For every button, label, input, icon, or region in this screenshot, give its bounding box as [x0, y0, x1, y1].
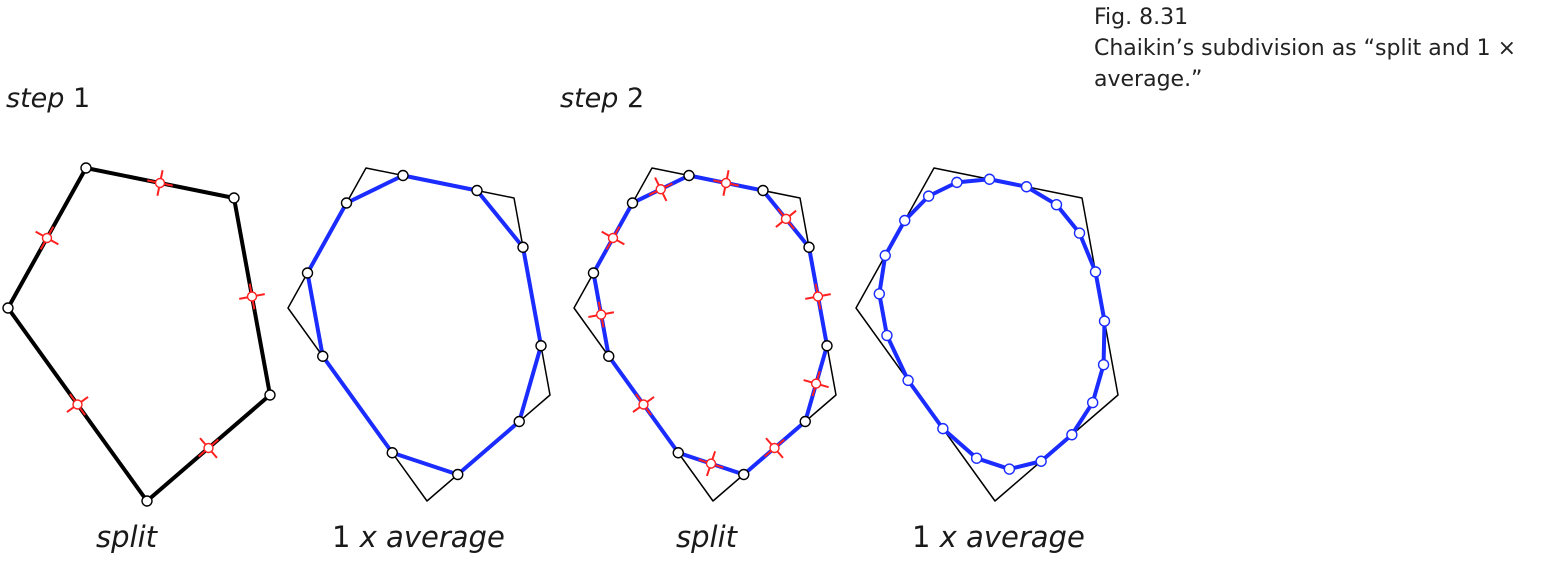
control-vertex [228, 192, 240, 204]
panel-label-split-1: split [96, 520, 158, 554]
split-polygon [591, 173, 829, 477]
midpoint-vertex [203, 442, 214, 454]
midpoint-vertex [154, 177, 166, 189]
refined-vertex-step2 [922, 190, 935, 202]
panel-step1-average [287, 167, 551, 502]
midpoint-vertex [595, 309, 607, 320]
refined-vertex-step2 [881, 329, 893, 342]
panel-step1-split [2, 162, 276, 507]
original-polygon [855, 167, 1119, 502]
control-polygon [6, 166, 272, 503]
refined-vertex [386, 447, 398, 459]
control-vertex [80, 162, 92, 174]
refined-vertex [517, 241, 529, 253]
figure-number: Fig. 8.31 [1094, 5, 1189, 30]
refined-vertex-step2 [899, 214, 911, 227]
refined-vertex-step2 [1073, 227, 1086, 239]
refined-vertex [301, 267, 314, 279]
refined-vertex-step2 [1003, 463, 1016, 475]
refined-vertex-step2 [1098, 315, 1111, 327]
refined-vertex [340, 197, 353, 209]
midpoint-vertex [812, 291, 824, 302]
original-polygon [287, 167, 551, 502]
refined-vertex-step2 [983, 173, 996, 185]
refined-polygon [305, 173, 543, 477]
step-word: step [6, 83, 65, 114]
split-vertex [672, 447, 684, 459]
refined-vertex-step2 [951, 176, 963, 189]
refined-vertex-step2 [879, 249, 891, 262]
control-vertex [141, 495, 153, 507]
split-vertex [626, 197, 639, 209]
refined-vertex-step2 [937, 422, 949, 435]
split-vertex [803, 241, 815, 253]
midpoint-vertex [607, 232, 619, 244]
split-vertex [757, 184, 769, 197]
refined-vertex-step2 [970, 452, 983, 464]
midpoint-vertex [810, 378, 822, 389]
midpoint-vertex [246, 291, 258, 302]
refined-vertex-step2 [1089, 266, 1102, 278]
step-number: 2 [627, 83, 645, 114]
refined-vertex [317, 350, 329, 362]
panel-label-split-2: split [676, 520, 738, 554]
figure-caption: Fig. 8.31 Chaikin’s subdivision as “spli… [1094, 2, 1534, 95]
panel-step2-average [855, 167, 1119, 502]
midpoint-vertex [705, 458, 717, 469]
refined-vertex-step2 [1086, 396, 1099, 409]
refined-vertex [397, 169, 409, 182]
refined-polygon-step2 [877, 177, 1107, 472]
split-vertex [738, 468, 750, 481]
refined-vertex-step2 [1020, 181, 1033, 193]
panel-step2-split [573, 167, 837, 502]
split-vertex [799, 415, 811, 428]
refined-vertex-step2 [1035, 455, 1047, 467]
midpoint-vertex [72, 399, 83, 410]
midpoint-vertex [780, 213, 792, 225]
refined-vertex-step2 [1066, 429, 1078, 441]
midpoint-vertex [41, 232, 53, 244]
refined-vertex [452, 468, 464, 481]
panel-label-average-1: 1 x average [332, 520, 505, 554]
refined-vertex-step2 [873, 288, 886, 300]
refined-vertex-step2 [902, 374, 914, 387]
refined-vertex-step2 [1050, 198, 1063, 211]
split-vertex [587, 267, 600, 279]
panel-label-average-2: 1 x average [912, 520, 1085, 554]
figure-caption-text: Chaikin’s subdivision as “split and 1 × … [1094, 36, 1524, 92]
midpoint-vertex [655, 184, 666, 195]
split-vertex [683, 169, 695, 182]
refined-vertex [513, 415, 525, 428]
midpoint-vertex [720, 177, 732, 189]
midpoint-vertex [638, 399, 649, 410]
refined-vertex [535, 340, 547, 352]
refined-vertex-step2 [1097, 358, 1110, 371]
step-word: step [560, 83, 619, 114]
split-vertex [603, 350, 615, 362]
refined-vertex [471, 184, 483, 197]
midpoint-vertex [769, 442, 780, 454]
step-1-heading: step 1 [6, 83, 90, 114]
step-number: 1 [73, 83, 91, 114]
control-vertex [2, 302, 14, 314]
step-2-heading: step 2 [560, 83, 644, 114]
original-polygon [573, 167, 837, 502]
split-vertex [821, 340, 833, 352]
control-vertex [264, 389, 276, 401]
